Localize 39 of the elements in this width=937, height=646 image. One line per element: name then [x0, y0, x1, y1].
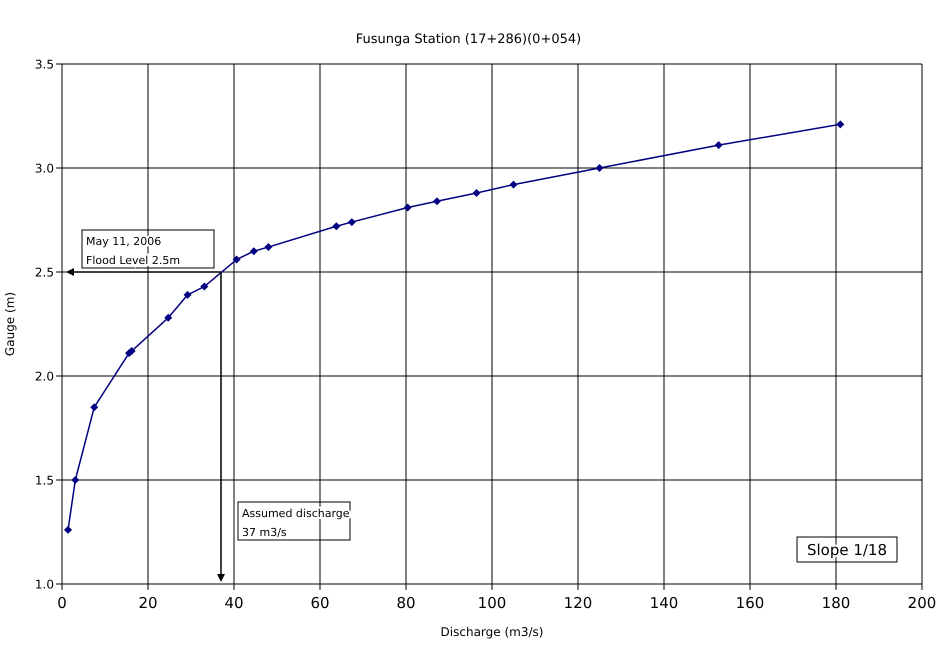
x-tick-label: 40: [224, 594, 244, 612]
x-tick-label: 100: [478, 594, 506, 612]
x-tick-label: 120: [564, 594, 592, 612]
y-axis-title: Gauge (m): [3, 292, 17, 356]
point: [714, 141, 723, 150]
x-tick-label: 0: [57, 594, 67, 612]
point: [164, 314, 172, 322]
point: [510, 180, 518, 189]
y-tick-label: 1.0: [34, 577, 54, 592]
x-tick-label: 60: [310, 594, 330, 612]
x-tick-label: 140: [650, 594, 678, 612]
point: [836, 120, 844, 128]
x-tick-label: 180: [822, 594, 850, 612]
point: [184, 290, 192, 299]
point: [404, 204, 412, 212]
point: [90, 403, 98, 412]
x-tick-label: 80: [396, 594, 416, 612]
point: [472, 188, 481, 197]
point: [348, 218, 356, 226]
x-axis-title: Discharge (m3/s): [440, 625, 544, 639]
point: [264, 243, 272, 252]
y-tick-label: 2.0: [34, 369, 54, 384]
point: [250, 247, 258, 256]
x-tick-label: 20: [138, 594, 158, 612]
point: [432, 197, 441, 206]
point: [596, 164, 604, 172]
chart-title: Fusunga Station (17+286)(0+054): [354, 32, 582, 47]
point: [128, 347, 136, 356]
point: [200, 282, 208, 291]
x-tick-label: 200: [908, 594, 936, 612]
point: [71, 476, 80, 484]
y-tick-label: 2.5: [34, 265, 54, 280]
y-tick-label: 1.5: [34, 473, 54, 488]
x-tick-label: 160: [736, 594, 764, 612]
point: [232, 256, 241, 264]
point: [332, 222, 340, 230]
y-tick-label: 3.0: [34, 161, 54, 176]
y-tick-label: 3.5: [34, 57, 54, 72]
point: [64, 526, 72, 534]
